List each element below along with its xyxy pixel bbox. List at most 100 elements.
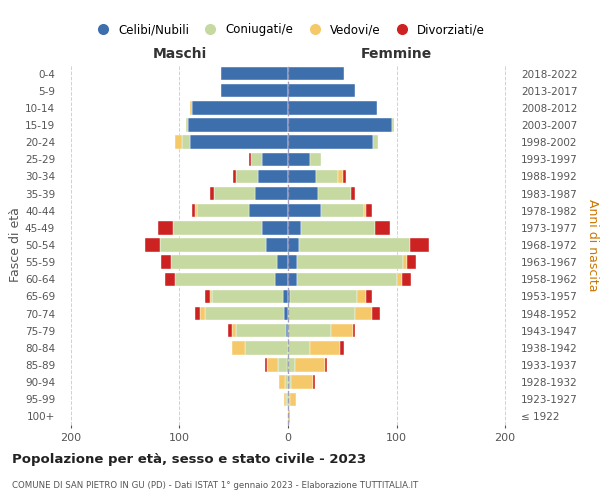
Bar <box>288 187 319 200</box>
Bar <box>268 358 278 372</box>
Bar <box>233 170 236 183</box>
Bar <box>160 238 266 252</box>
Bar <box>275 272 288 286</box>
Bar <box>286 392 288 406</box>
Bar <box>407 256 416 269</box>
Bar <box>286 324 288 338</box>
Bar <box>364 204 366 218</box>
Bar <box>212 290 283 303</box>
Bar <box>403 256 407 269</box>
Text: Popolazione per età, sesso e stato civile - 2023: Popolazione per età, sesso e stato civil… <box>12 452 366 466</box>
Bar <box>266 238 288 252</box>
Bar <box>221 84 288 98</box>
Bar <box>249 152 251 166</box>
Bar <box>236 324 286 338</box>
Bar <box>288 358 295 372</box>
Bar <box>296 272 397 286</box>
Bar <box>221 67 288 80</box>
Bar <box>277 256 288 269</box>
Bar <box>182 136 190 149</box>
Bar <box>288 170 316 183</box>
Bar <box>194 204 197 218</box>
Bar <box>313 376 315 389</box>
Bar <box>193 204 194 218</box>
Bar <box>397 272 402 286</box>
Bar <box>288 376 291 389</box>
Bar <box>410 238 429 252</box>
Bar <box>373 136 378 149</box>
Bar <box>262 221 288 234</box>
Bar <box>175 136 182 149</box>
Bar <box>316 170 338 183</box>
Bar <box>288 67 344 80</box>
Bar <box>210 187 214 200</box>
Text: Femmine: Femmine <box>361 48 432 62</box>
Bar <box>288 410 290 423</box>
Bar <box>351 187 355 200</box>
Bar <box>145 238 160 252</box>
Bar <box>236 170 257 183</box>
Bar <box>193 101 288 114</box>
Bar <box>288 101 377 114</box>
Bar <box>200 307 205 320</box>
Bar <box>232 341 245 354</box>
Bar <box>288 272 296 286</box>
Bar <box>280 376 285 389</box>
Bar <box>278 358 287 372</box>
Bar <box>190 136 288 149</box>
Bar <box>366 290 371 303</box>
Bar <box>285 376 288 389</box>
Bar <box>296 256 403 269</box>
Bar <box>299 238 410 252</box>
Bar <box>284 307 288 320</box>
Bar <box>214 187 256 200</box>
Bar <box>310 152 320 166</box>
Bar <box>232 324 236 338</box>
Bar <box>288 204 320 218</box>
Bar <box>257 170 288 183</box>
Bar <box>320 204 364 218</box>
Bar <box>262 152 288 166</box>
Bar <box>288 136 373 149</box>
Bar <box>288 118 392 132</box>
Bar <box>366 204 371 218</box>
Bar <box>173 221 262 234</box>
Bar <box>166 272 175 286</box>
Bar <box>284 392 286 406</box>
Bar <box>288 221 301 234</box>
Bar <box>291 376 313 389</box>
Bar <box>301 221 375 234</box>
Bar <box>375 221 390 234</box>
Bar <box>290 290 358 303</box>
Bar <box>265 358 268 372</box>
Bar <box>343 170 346 183</box>
Bar <box>205 290 210 303</box>
Bar <box>158 221 173 234</box>
Bar <box>245 341 288 354</box>
Bar <box>331 324 353 338</box>
Bar <box>310 341 340 354</box>
Bar <box>190 101 193 114</box>
Bar <box>358 290 366 303</box>
Text: COMUNE DI SAN PIETRO IN GU (PD) - Dati ISTAT 1° gennaio 2023 - Elaborazione TUTT: COMUNE DI SAN PIETRO IN GU (PD) - Dati I… <box>12 480 418 490</box>
Bar <box>228 324 232 338</box>
Bar <box>288 392 290 406</box>
Bar <box>251 152 262 166</box>
Bar <box>288 152 310 166</box>
Bar <box>283 290 288 303</box>
Bar <box>340 341 344 354</box>
Text: Maschi: Maschi <box>152 48 206 62</box>
Y-axis label: Fasce di età: Fasce di età <box>9 208 22 282</box>
Bar <box>194 307 200 320</box>
Y-axis label: Anni di nascita: Anni di nascita <box>586 198 599 291</box>
Bar <box>171 256 277 269</box>
Legend: Celibi/Nubili, Coniugati/e, Vedovi/e, Divorziati/e: Celibi/Nubili, Coniugati/e, Vedovi/e, Di… <box>86 18 490 41</box>
Bar <box>392 118 394 132</box>
Bar <box>353 324 355 338</box>
Bar <box>338 170 343 183</box>
Bar <box>402 272 410 286</box>
Bar <box>205 307 284 320</box>
Bar <box>161 256 171 269</box>
Bar <box>175 272 275 286</box>
Bar <box>325 358 327 372</box>
